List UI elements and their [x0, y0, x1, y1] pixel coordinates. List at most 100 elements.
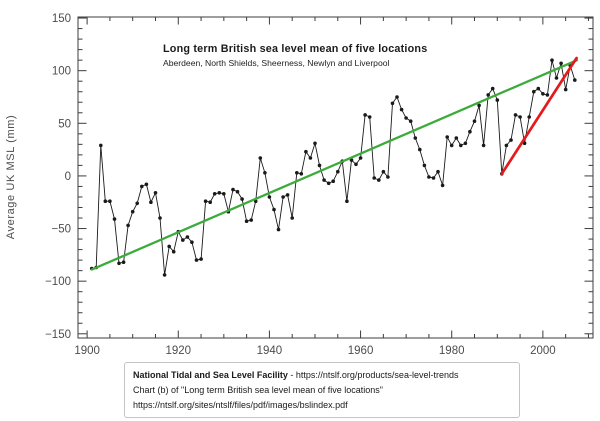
data-point-marker: [454, 136, 459, 140]
data-point-marker: [536, 86, 541, 91]
y-tick-label: 50: [58, 118, 71, 130]
data-point-marker: [481, 143, 486, 148]
data-point-marker: [290, 216, 295, 220]
source-citation-box: National Tidal and Sea Level Facility - …: [124, 362, 520, 418]
data-point-marker: [212, 192, 217, 196]
data-point-marker: [140, 184, 144, 189]
data-point-marker: [267, 195, 272, 199]
data-point-marker: [509, 138, 513, 142]
y-tick-label: −100: [45, 276, 71, 288]
data-point-marker: [326, 181, 331, 186]
y-tick-label: 100: [52, 66, 71, 78]
data-point-marker: [422, 163, 427, 168]
data-point-marker: [299, 172, 304, 176]
data-point-marker: [408, 119, 413, 123]
data-point-marker: [377, 178, 381, 182]
chart-reference-line: Chart (b) of "Long term British sea leve…: [133, 385, 384, 395]
data-point-marker: [112, 217, 117, 221]
data-point-marker: [440, 183, 445, 188]
data-point-marker: [418, 147, 422, 152]
y-tick-label: −50: [51, 224, 71, 236]
data-point-marker: [554, 76, 559, 80]
data-point-marker: [144, 182, 149, 187]
data-point-marker: [459, 143, 463, 148]
data-point-marker: [573, 78, 577, 82]
data-point-marker: [532, 89, 536, 94]
data-point-marker: [367, 115, 372, 119]
plot-box: [77, 16, 594, 339]
data-point-marker: [522, 141, 527, 146]
data-point-marker: [518, 115, 522, 119]
data-point-marker: [431, 176, 436, 180]
data-point-marker: [217, 191, 222, 195]
data-point-marker: [436, 169, 440, 174]
data-point-marker: [386, 175, 390, 179]
data-point-marker: [263, 171, 267, 175]
data-point-marker: [130, 209, 135, 214]
data-point-marker: [295, 171, 299, 175]
x-tick-label: 1940: [257, 345, 283, 357]
x-tick-label: 1980: [439, 345, 465, 357]
data-point-marker: [235, 189, 240, 194]
data-point-marker: [121, 260, 126, 265]
data-point-marker: [404, 116, 408, 120]
data-point-marker: [135, 201, 139, 206]
x-tick-label: 1920: [165, 345, 191, 357]
data-point-marker: [167, 244, 171, 249]
data-point-marker: [504, 143, 509, 148]
data-point-marker: [276, 227, 281, 232]
data-point-marker: [550, 58, 554, 62]
data-point-marker: [541, 92, 545, 96]
data-point-marker: [249, 218, 253, 222]
data-point-marker: [117, 261, 121, 266]
data-point-marker: [513, 113, 518, 117]
data-point-marker: [358, 156, 363, 160]
data-point-marker: [258, 156, 263, 160]
data-point-marker: [399, 107, 404, 112]
source-name: National Tidal and Sea Level Facility: [133, 370, 288, 380]
data-point-marker: [477, 103, 481, 108]
data-point-marker: [322, 178, 326, 182]
x-tick-label: 1900: [74, 345, 100, 357]
data-point-marker: [390, 101, 395, 106]
data-point-marker: [153, 191, 158, 195]
data-point-marker: [194, 258, 199, 262]
data-point-marker: [181, 238, 185, 242]
data-point-marker: [413, 136, 418, 140]
data-point-marker: [468, 129, 472, 134]
data-point-marker: [395, 95, 399, 99]
data-point-marker: [349, 158, 354, 162]
x-tick-label: 2000: [530, 345, 556, 357]
chart-subtitle: Aberdeen, North Shields, Sheerness, Newl…: [163, 58, 390, 68]
source-line: National Tidal and Sea Level Facility - …: [133, 368, 511, 383]
data-point-marker: [354, 162, 358, 167]
data-point-marker: [203, 199, 208, 203]
chart-title: Long term British sea level mean of five…: [163, 43, 427, 55]
data-point-marker: [449, 143, 454, 148]
data-point-marker: [103, 199, 108, 203]
data-point-marker: [285, 193, 290, 197]
data-point-marker: [331, 179, 336, 183]
data-point-marker: [222, 192, 226, 196]
data-point-marker: [527, 115, 531, 119]
data-point-marker: [472, 119, 477, 123]
data-point-marker: [345, 199, 349, 203]
data-point-marker: [463, 141, 468, 146]
data-point-marker: [317, 163, 322, 168]
data-point-marker: [381, 169, 386, 174]
data-point-marker: [108, 199, 112, 203]
data-point-marker: [563, 87, 568, 92]
data-point-marker: [208, 200, 212, 204]
data-point-marker: [231, 187, 235, 192]
data-point-marker: [486, 93, 491, 97]
data-point-marker: [199, 257, 203, 261]
plot-area: 1900 1920 1940 1960 1980 2000 −150 −100 −50 0 50 10…: [45, 13, 594, 357]
data-point-marker: [190, 240, 194, 244]
data-point-marker: [363, 113, 367, 117]
data-point-marker: [149, 200, 153, 204]
recent-trend-line: [500, 56, 578, 176]
data-point-marker: [185, 235, 190, 239]
data-point-marker: [372, 176, 377, 180]
